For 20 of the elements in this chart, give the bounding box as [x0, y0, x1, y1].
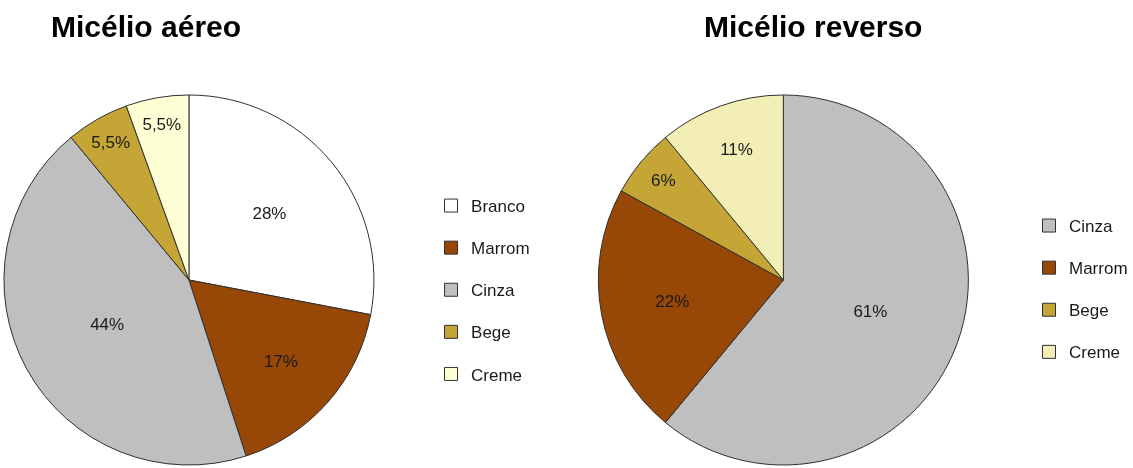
legend-label: Bege: [1069, 301, 1109, 321]
data-label: 6%: [651, 171, 676, 191]
legend-label: Cinza: [1069, 217, 1114, 237]
legend-label: Marrom: [1069, 259, 1128, 279]
data-label: 22%: [655, 291, 690, 311]
chart-title: Micélio aéreo: [51, 10, 242, 43]
data-label: 17%: [263, 351, 298, 371]
legend-label: Creme: [1069, 343, 1121, 363]
data-label: 11%: [720, 140, 753, 160]
data-label: 5,5%: [142, 114, 182, 134]
chart-title: Micélio reverso: [704, 10, 923, 43]
data-label: 44%: [90, 315, 125, 335]
legend-label: Branco: [471, 197, 525, 217]
legend-label: Cinza: [471, 281, 516, 301]
legend-label: Creme: [471, 365, 523, 385]
data-label: 61%: [853, 301, 888, 321]
data-label: 5,5%: [91, 133, 131, 153]
data-label: 28%: [252, 203, 287, 223]
legend-label: Bege: [471, 323, 511, 343]
legend-label: Marrom: [471, 239, 530, 259]
